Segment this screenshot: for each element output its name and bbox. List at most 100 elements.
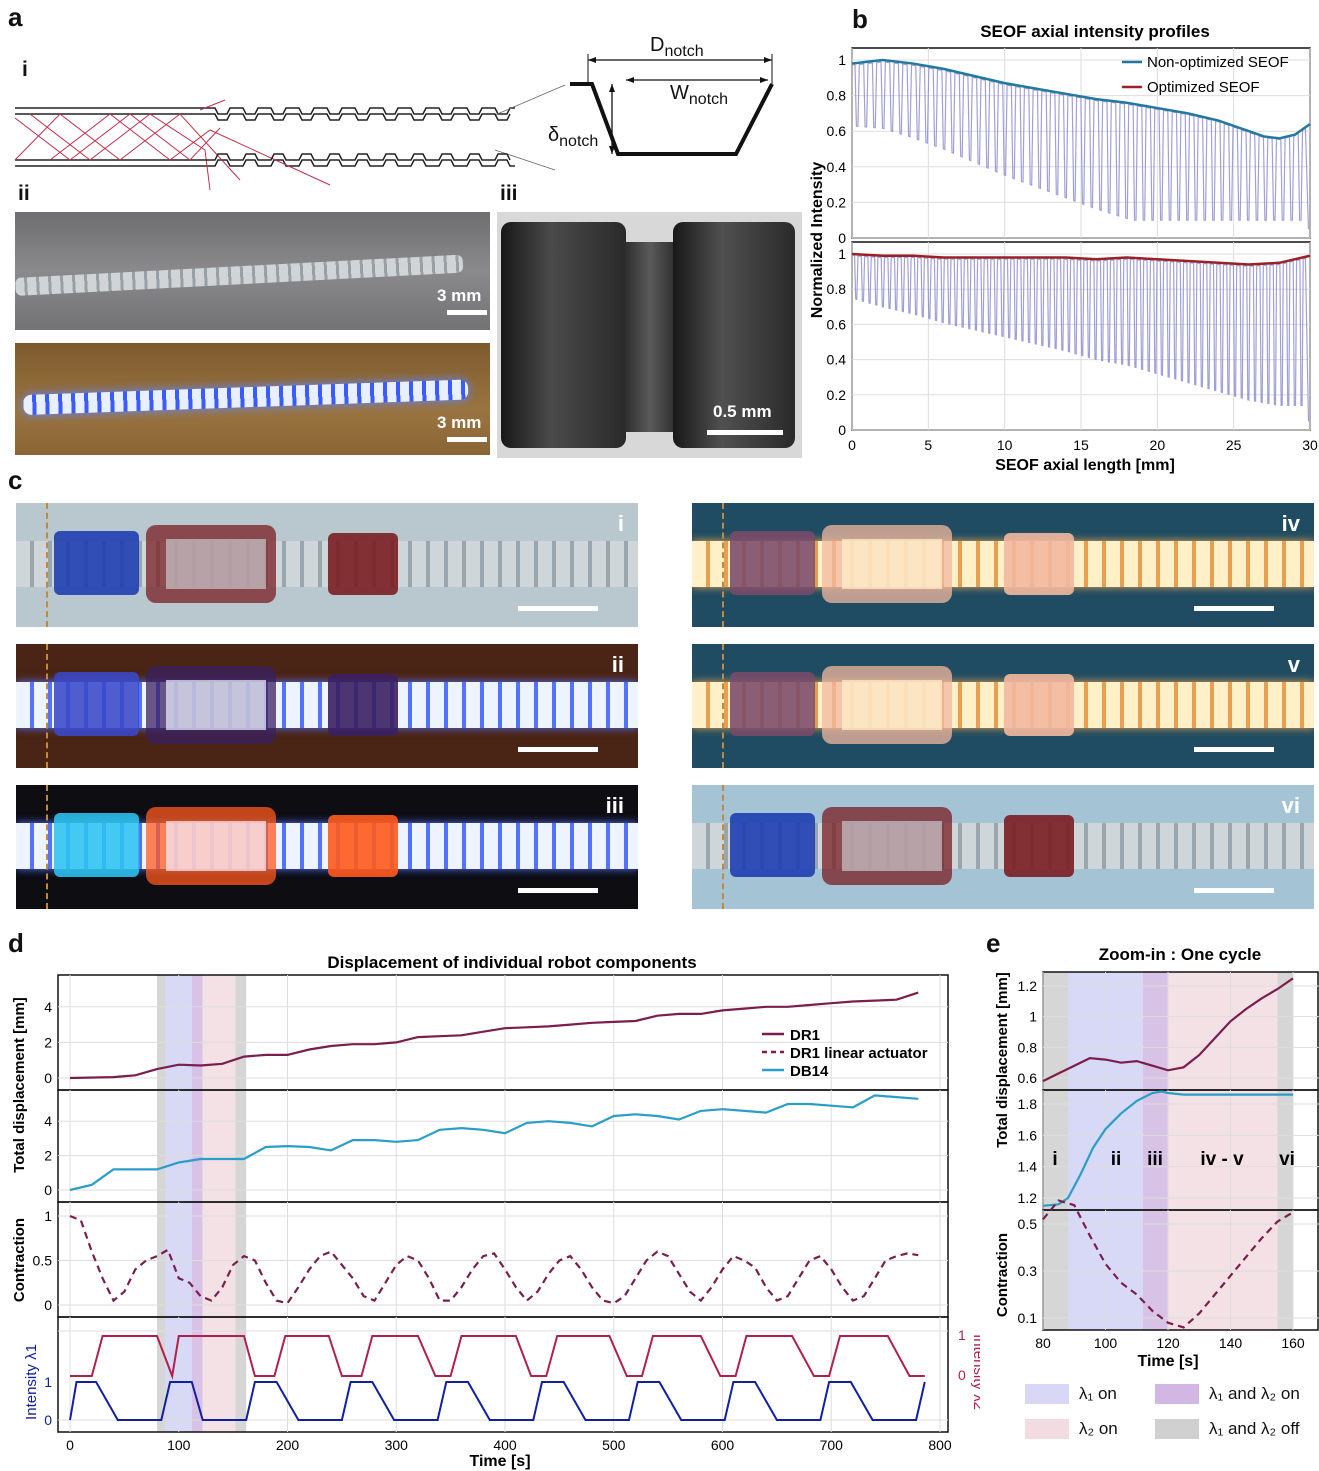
- phase-shade: [1168, 972, 1278, 1330]
- y-tick-label: 1.2: [1018, 978, 1038, 994]
- x-tick-label: 140: [1219, 1335, 1243, 1351]
- x-tick-label: 160: [1281, 1335, 1305, 1351]
- swatch: [1155, 1419, 1199, 1439]
- series-line: [1042, 1199, 1294, 1329]
- y-tick-label: 0.8: [1018, 1039, 1038, 1055]
- red-segment: [1004, 815, 1074, 877]
- x-tick-label: 0: [66, 1437, 74, 1453]
- notch-inner-bottom: [205, 153, 511, 161]
- scale-bar: [518, 888, 598, 893]
- w-notch-label: Wnotch: [670, 82, 729, 108]
- robot-photo-vi: vi: [692, 785, 1314, 909]
- x-tick-label: 120: [1156, 1335, 1180, 1351]
- y-tick-label: 1: [838, 52, 846, 68]
- swatch: [1155, 1384, 1199, 1404]
- series-line: [69, 1094, 919, 1192]
- blue-segment: [54, 813, 139, 877]
- legend-l1-l2-off: λ₁ and λ₂ off: [1155, 1419, 1299, 1439]
- y-tick-label: 0.6: [827, 123, 847, 139]
- red-segment: [328, 815, 398, 877]
- y-axis-label: Total displacement [mm]: [11, 997, 28, 1173]
- sub-label-a-ii: ii: [18, 182, 30, 205]
- d-notch-label: Dnotch: [650, 34, 704, 60]
- signal-trace: [853, 255, 1310, 422]
- x-tick-label: 25: [1226, 437, 1242, 453]
- phase-label: iv - v: [1200, 1149, 1244, 1170]
- notch-diagram: [570, 54, 774, 156]
- panel-label-b: b: [852, 4, 868, 34]
- y-tick-label: 0: [44, 1297, 52, 1313]
- scale-bar: [518, 606, 598, 611]
- chart-title: Zoom-in : One cycle: [1099, 945, 1261, 964]
- red-segment: [1004, 533, 1074, 595]
- actuator-core: [166, 539, 266, 589]
- y-tick-label: 0.4: [827, 352, 847, 368]
- phase-label: iii: [1147, 1149, 1163, 1170]
- series-line: [70, 1335, 925, 1380]
- photo-label: i: [617, 511, 624, 536]
- y-tick-label: 1: [44, 1374, 52, 1390]
- phase-shade: [1277, 972, 1293, 1330]
- scale-bar: [1194, 606, 1274, 611]
- photo-label: iii: [605, 793, 624, 818]
- y-tick-label: 0.6: [1018, 1070, 1038, 1086]
- legend-label: DR1: [790, 1027, 820, 1044]
- x-axis-label: Time [s]: [1137, 1353, 1198, 1370]
- signal-trace: [853, 61, 1310, 230]
- panel-label-c: c: [8, 465, 23, 495]
- y-tick-label: 0.6: [827, 316, 847, 332]
- actuator-core: [842, 680, 942, 730]
- y-tick-label: 0: [44, 1182, 52, 1198]
- y-axis-label: Total displacement [mm]: [994, 972, 1011, 1148]
- y-tick-label: 1.8: [1018, 1096, 1038, 1112]
- x-tick-label: 80: [1035, 1335, 1051, 1351]
- reference-line: [46, 644, 48, 768]
- robot-photo-ii: ii: [16, 644, 638, 768]
- x-tick-label: 30: [1302, 437, 1318, 453]
- x-tick-label: 20: [1150, 437, 1166, 453]
- phase-label: ii: [1111, 1149, 1122, 1170]
- y-axis-label: Intensity λ1: [23, 1344, 40, 1420]
- series-line: [1042, 1090, 1293, 1207]
- y-tick-label: 0.5: [33, 1253, 53, 1269]
- chart-zoom-cycle: Zoom-in : One cycle 0.6 0.8 1 1.2 1.2 1.4 1.6 1.…: [994, 945, 1319, 1370]
- y-tick-label: 2: [44, 1148, 52, 1164]
- y-tick-label: 1: [838, 246, 846, 262]
- x-tick-label: 10: [997, 437, 1013, 453]
- scale-bar: [1194, 888, 1274, 893]
- chart-title: Displacement of individual robot compone…: [327, 953, 696, 972]
- phase-shade: [1143, 972, 1168, 1330]
- legend-l1-l2-on: λ₁ and λ₂ on: [1155, 1384, 1300, 1404]
- x-axis-label: SEOF axial length [mm]: [995, 457, 1175, 474]
- fiber-photo-daylight: 3 mm: [15, 212, 490, 330]
- robot-photo-iii: iii: [16, 785, 638, 909]
- reference-line: [722, 644, 724, 768]
- phase-label: i: [1052, 1149, 1057, 1170]
- sub-label-a-iii: iii: [500, 182, 518, 205]
- reference-line: [46, 503, 48, 627]
- y-tick-label: 1: [44, 1208, 52, 1224]
- blue-segment: [730, 672, 815, 736]
- legend-label: DR1 linear actuator: [790, 1045, 928, 1062]
- fiber-photo-glowing: 3 mm: [15, 343, 490, 455]
- scale-bar: [447, 437, 487, 442]
- series-line: [1042, 977, 1294, 1083]
- blue-segment: [54, 531, 139, 595]
- robot-photo-i: i: [16, 503, 638, 627]
- y-tick-label: 1: [958, 1327, 966, 1343]
- blue-segment: [54, 672, 139, 736]
- y-tick-label: 0: [44, 1070, 52, 1086]
- fiber-schematic: [14, 84, 566, 191]
- swatch: [1025, 1419, 1069, 1439]
- y-tick-label: 0: [838, 230, 846, 246]
- scale-label: 3 mm: [437, 413, 482, 432]
- scale-bar: [447, 310, 487, 315]
- y-tick-label: 0.1: [1018, 1310, 1038, 1326]
- x-tick-label: 100: [167, 1437, 191, 1453]
- y-tick-label: 0: [838, 422, 846, 438]
- x-tick-label: 100: [1094, 1335, 1118, 1351]
- red-segment: [1004, 674, 1074, 736]
- notch-micrograph: 0.5 mm: [497, 212, 802, 458]
- y-tick-label: 0.3: [1018, 1263, 1038, 1279]
- panel-label-d: d: [8, 928, 24, 958]
